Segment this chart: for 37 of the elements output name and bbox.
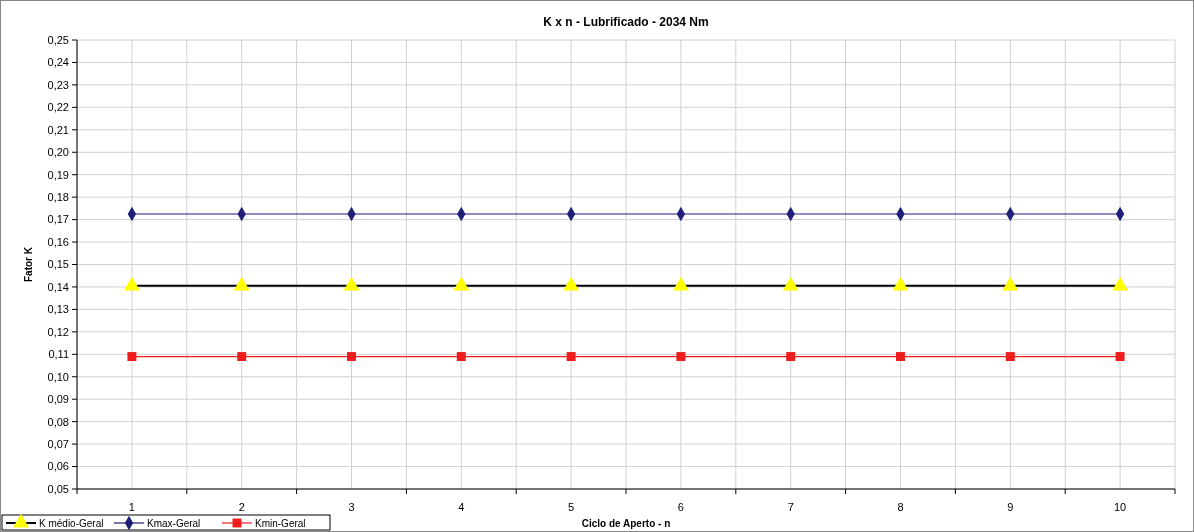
- x-tick-label: 9: [1007, 500, 1014, 513]
- y-tick-label: 0,21: [47, 123, 69, 136]
- y-axis-title: Fator K: [23, 246, 34, 282]
- y-tick-label: 0,10: [47, 370, 69, 383]
- y-tick-label: 0,07: [47, 437, 69, 450]
- y-tick-label: 0,09: [47, 393, 69, 406]
- y-tick-label: 0,17: [47, 213, 69, 226]
- x-axis-title: Ciclo de Aperto - n: [581, 518, 671, 529]
- y-tick-label: 0,23: [47, 78, 69, 91]
- y-tick-label: 0,12: [47, 325, 69, 338]
- x-tick-label: 2: [238, 500, 245, 513]
- x-tick-label: 1: [128, 500, 135, 513]
- y-tick-label: 0,15: [47, 258, 69, 271]
- y-tick-label: 0,22: [47, 101, 69, 114]
- y-tick-label: 0,14: [47, 280, 69, 293]
- x-tick-label: 8: [897, 500, 904, 513]
- y-tick-label: 0,24: [47, 56, 69, 69]
- x-tick-label: 5: [568, 500, 575, 513]
- x-tick-label: 3: [348, 500, 355, 513]
- y-tick-label: 0,18: [47, 191, 69, 203]
- y-tick-label: 0,16: [47, 235, 69, 248]
- x-tick-label: 7: [787, 500, 794, 513]
- y-tick-label: 0,05: [47, 482, 69, 495]
- y-tick-label: 0,08: [47, 415, 69, 428]
- y-tick-label: 0,25: [47, 33, 69, 46]
- y-tick-label: 0,06: [47, 460, 69, 473]
- chart-title: K x n - Lubrificado - 2034 Nm: [543, 15, 709, 29]
- legend-label: K médio-Geral: [39, 517, 104, 529]
- x-tick-label: 6: [677, 500, 684, 513]
- y-tick-label: 0,11: [48, 348, 69, 361]
- x-tick-label: 4: [458, 500, 465, 513]
- y-tick-label: 0,20: [47, 146, 69, 159]
- x-tick-label: 10: [1113, 500, 1127, 513]
- legend-label: Kmax-Geral: [147, 517, 201, 529]
- y-tick-label: 0,13: [47, 303, 69, 316]
- legend-label: Kmin-Geral: [255, 517, 306, 529]
- y-tick-label: 0,19: [47, 168, 69, 181]
